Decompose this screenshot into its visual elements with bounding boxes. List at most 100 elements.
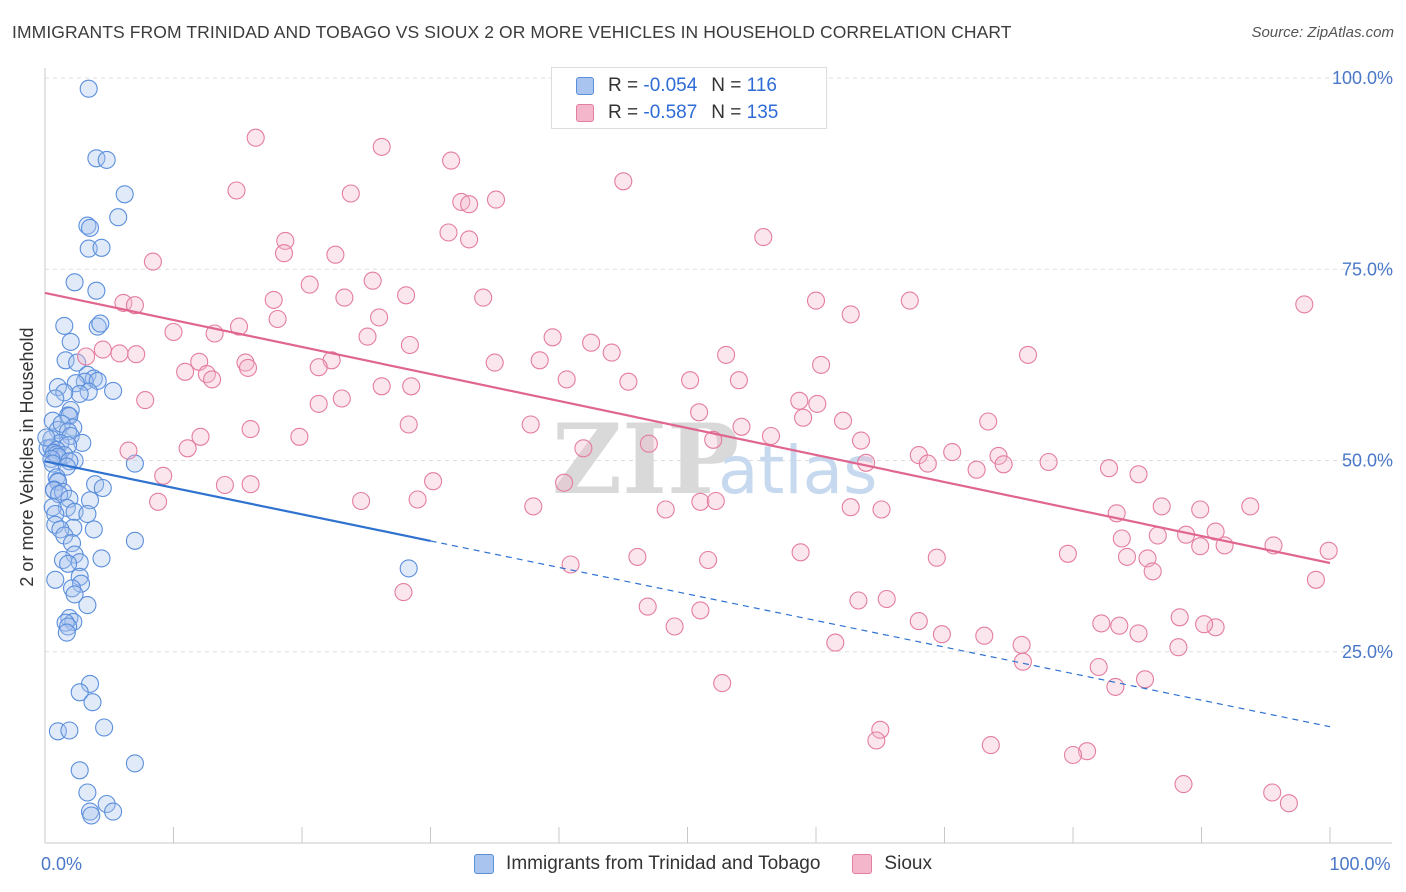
trinidad-point xyxy=(61,332,80,351)
trinidad-point xyxy=(70,761,89,780)
sioux-point xyxy=(143,252,162,271)
sioux-point xyxy=(909,612,928,631)
sioux-point xyxy=(900,291,919,310)
legend-item-sioux[interactable]: Sioux xyxy=(852,853,932,875)
trinidad-point xyxy=(93,478,112,498)
sioux-point xyxy=(1170,608,1189,627)
sioux-point xyxy=(358,327,377,346)
sioux-point xyxy=(191,427,210,446)
sioux-point xyxy=(812,355,831,374)
legend-swatch-pink xyxy=(576,104,594,122)
trinidad-trend-dashed xyxy=(430,540,1331,728)
sioux-point xyxy=(290,427,309,446)
sioux-point xyxy=(849,591,868,610)
sioux-point xyxy=(176,362,195,381)
sioux-point xyxy=(691,492,710,511)
sioux-point xyxy=(402,377,421,396)
sioux-point xyxy=(241,420,260,439)
sioux-point xyxy=(639,434,658,453)
sioux-point xyxy=(274,244,294,263)
sioux-point xyxy=(136,391,155,410)
sioux-point xyxy=(309,394,328,413)
sioux-point xyxy=(1099,459,1119,478)
sioux-point xyxy=(543,328,562,347)
sioux-point xyxy=(110,344,129,363)
trinidad-point xyxy=(115,185,134,204)
sioux-point xyxy=(614,172,633,191)
sioux-point xyxy=(681,371,700,390)
sioux-point xyxy=(732,417,751,436)
sioux-point xyxy=(808,394,827,413)
sioux-point xyxy=(1152,497,1171,516)
legend-row-sioux: R = -0.587 N = 135 xyxy=(576,101,778,125)
sioux-point xyxy=(1129,624,1148,643)
legend-swatch-blue xyxy=(474,854,495,874)
sioux-point xyxy=(238,358,258,377)
sioux-point xyxy=(1295,295,1314,314)
sioux-point xyxy=(867,731,886,750)
trinidad-point xyxy=(78,216,97,235)
series-sioux-points xyxy=(77,128,1338,813)
sioux-point xyxy=(178,439,197,458)
sioux-point xyxy=(149,492,168,511)
sioux-point xyxy=(1306,570,1325,589)
legend-r-value: -0.054 xyxy=(643,75,698,96)
sioux-point xyxy=(717,345,736,364)
legend-item-trinidad[interactable]: Immigrants from Trinidad and Tobago xyxy=(474,853,820,875)
sioux-point xyxy=(114,293,133,312)
sioux-point xyxy=(1018,345,1038,364)
sioux-point xyxy=(1129,465,1148,484)
trinidad-point xyxy=(55,383,74,402)
sioux-point xyxy=(1191,537,1210,556)
sioux-point xyxy=(791,543,810,562)
sioux-point xyxy=(203,370,222,389)
trinidad-point xyxy=(68,353,87,372)
sioux-point xyxy=(557,370,576,389)
sioux-point xyxy=(370,308,389,327)
trend-lines xyxy=(44,291,1331,728)
trinidad-point xyxy=(87,281,106,300)
sioux-point xyxy=(264,290,283,309)
trinidad-point xyxy=(399,559,418,578)
trinidad-point xyxy=(70,384,89,403)
sioux-point xyxy=(486,190,506,209)
sioux-point xyxy=(1012,635,1031,654)
sioux-point xyxy=(826,633,845,652)
sioux-point xyxy=(485,353,504,372)
sioux-point xyxy=(582,333,601,352)
sioux-point xyxy=(460,195,479,214)
trinidad-point xyxy=(46,389,65,408)
trinidad-point xyxy=(78,596,97,615)
trinidad-point xyxy=(80,491,100,510)
sioux-point xyxy=(439,223,458,242)
sioux-point xyxy=(1106,677,1125,696)
trinidad-point xyxy=(97,794,116,814)
sioux-point xyxy=(197,365,216,384)
series-legend: Immigrants from Trinidad and Tobago Siou… xyxy=(0,852,1406,876)
sioux-point xyxy=(1191,500,1210,519)
sioux-point xyxy=(932,625,951,644)
sioux-point xyxy=(400,335,419,355)
legend-n-value: 135 xyxy=(746,102,779,123)
sioux-point xyxy=(442,151,461,170)
legend-n-label: N = xyxy=(711,75,742,96)
sioux-point xyxy=(981,736,1000,755)
chart-title: IMMIGRANTS FROM TRINIDAD AND TOBAGO VS S… xyxy=(12,22,1012,42)
trinidad-point xyxy=(57,623,76,642)
sioux-point xyxy=(1063,745,1083,765)
sioux-point xyxy=(691,601,710,620)
y-axis-title: 2 or more Vehicles in Household xyxy=(17,327,37,586)
trinidad-point xyxy=(60,721,79,740)
source-label: Source: ZipAtlas.com xyxy=(1251,24,1394,41)
sioux-point xyxy=(699,550,718,570)
sioux-point xyxy=(335,288,354,307)
sioux-point xyxy=(574,439,593,458)
sioux-point xyxy=(125,296,144,315)
sioux-point xyxy=(704,430,723,449)
sioux-point xyxy=(372,377,391,396)
y-tick-label: 75.0% xyxy=(1342,259,1393,279)
y-tick-label: 25.0% xyxy=(1342,642,1393,662)
trinidad-point xyxy=(91,314,110,333)
trinidad-trend-solid xyxy=(44,460,431,542)
trinidad-point xyxy=(97,150,116,169)
